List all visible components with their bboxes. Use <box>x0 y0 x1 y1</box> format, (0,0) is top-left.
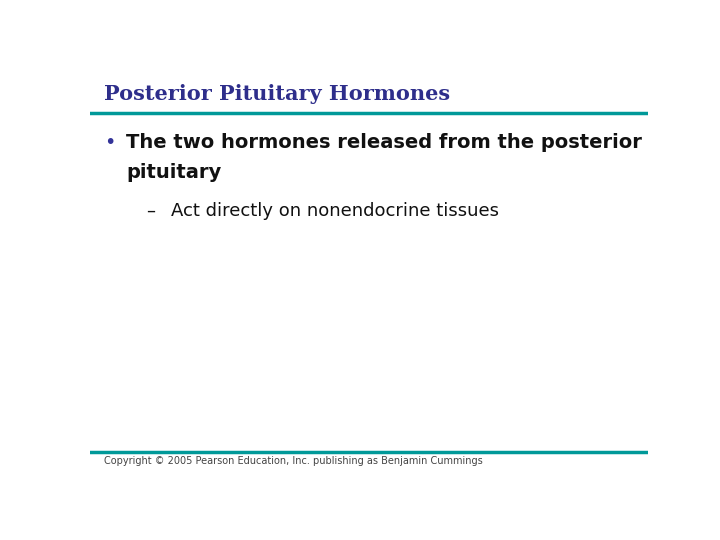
Text: Posterior Pituitary Hormones: Posterior Pituitary Hormones <box>104 84 450 104</box>
Text: Act directly on nonendocrine tissues: Act directly on nonendocrine tissues <box>171 202 499 220</box>
Text: The two hormones released from the posterior: The two hormones released from the poste… <box>126 133 642 152</box>
Text: Copyright © 2005 Pearson Education, Inc. publishing as Benjamin Cummings: Copyright © 2005 Pearson Education, Inc.… <box>104 456 482 467</box>
Text: pituitary: pituitary <box>126 163 222 181</box>
Text: •: • <box>104 133 115 152</box>
Text: –: – <box>145 202 155 220</box>
